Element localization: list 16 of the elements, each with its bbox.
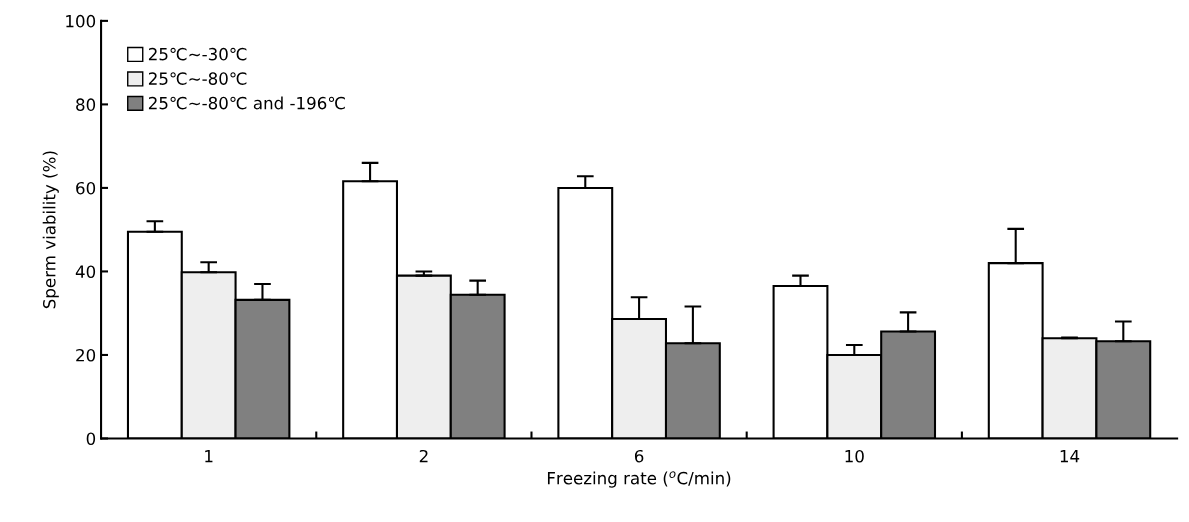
x-axis-title: Freezing rate ($^{o}$C/min) [547, 471, 731, 488]
legend-label: 25℃~-30℃ [148, 47, 247, 61]
y-tick-label: 20 [76, 348, 96, 362]
legend-label: 25℃~-80℃ [148, 72, 247, 85]
legend-label: 25℃~-80℃ and -196℃ [148, 96, 345, 110]
y-tick-label: 0 [86, 432, 96, 446]
y-tick-label: 60 [76, 181, 96, 195]
x-tick-label: 10 [845, 449, 864, 463]
y-tick-label: 80 [76, 98, 96, 111]
x-tick-label: 14 [1060, 450, 1080, 463]
x-tick-label: 2 [419, 449, 428, 463]
y-axis-title: Sperm viability (%) [42, 151, 59, 309]
x-tick-label: 1 [205, 450, 213, 463]
x-tick-label: 6 [634, 449, 644, 463]
y-tick-label: 40 [75, 265, 96, 279]
y-tick-label: 100 [66, 14, 96, 28]
